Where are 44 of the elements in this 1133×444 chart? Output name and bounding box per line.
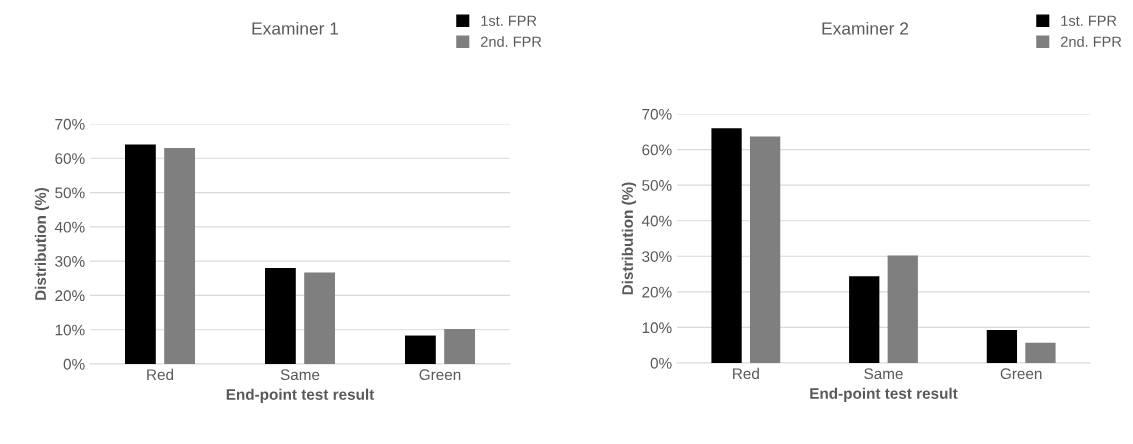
- y-tick-label: 40%: [54, 221, 85, 233]
- y-tick-label: 20%: [642, 286, 672, 298]
- x-tick-label: Same: [280, 369, 320, 381]
- y-tick-label: 50%: [55, 187, 85, 199]
- y-tick-label: 60%: [642, 144, 672, 156]
- legend-label: 1st. FPR: [1061, 15, 1117, 26]
- bar: [986, 329, 1018, 363]
- y-tick-label: 70%: [55, 118, 85, 130]
- bar: [849, 276, 880, 363]
- y-axis-title: Distribution (%): [621, 182, 637, 295]
- x-tick-label: Green: [419, 369, 461, 381]
- legend-label: 1st. FPR: [481, 15, 537, 26]
- y-tick-label: 0%: [63, 358, 85, 370]
- y-tick-label: 50%: [642, 180, 672, 191]
- x-axis-title: End-point test result: [226, 388, 375, 403]
- y-tick-label: 30%: [55, 256, 85, 267]
- chart-title: Examiner 1: [252, 21, 339, 35]
- x-axis-title: End-point test result: [810, 387, 958, 402]
- bar: [887, 255, 918, 363]
- y-tick-label: 60%: [55, 153, 85, 164]
- x-tick-label: Same: [864, 368, 903, 380]
- bar: [405, 335, 436, 364]
- bar: [444, 329, 475, 364]
- bar: [304, 272, 335, 364]
- bar: [749, 136, 781, 363]
- x-tick-label: Red: [733, 367, 759, 380]
- y-tick-label: 30%: [642, 251, 672, 262]
- y-axis-title: Distribution (%): [34, 187, 50, 300]
- y-tick-label: 10%: [55, 324, 85, 336]
- bar: [164, 148, 195, 364]
- x-tick-label: Red: [147, 368, 174, 381]
- bar: [711, 128, 742, 363]
- bar: [265, 268, 296, 364]
- legend-label: 2nd. FPR: [481, 36, 542, 47]
- bar: [1025, 342, 1056, 363]
- x-tick-label: Green: [1000, 368, 1042, 380]
- y-tick-label: 0%: [650, 357, 672, 369]
- chart-title: Examiner 2: [822, 21, 909, 35]
- y-tick-label: 10%: [642, 322, 672, 334]
- legend-label: 2nd. FPR: [1061, 36, 1122, 47]
- y-tick-label: 20%: [55, 290, 85, 302]
- bar: [125, 144, 156, 364]
- y-tick-label: 70%: [642, 108, 672, 120]
- y-tick-label: 40%: [641, 215, 672, 227]
